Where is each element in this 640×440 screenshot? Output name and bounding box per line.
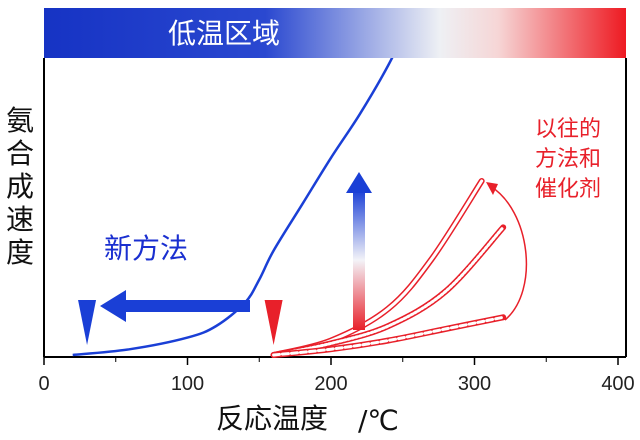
y-label-char: 氨 — [6, 104, 34, 137]
conventional-curve-dotted — [272, 225, 505, 357]
conventional-start-marker — [264, 300, 283, 345]
new-method-curve — [72, 58, 394, 357]
x-tick-label: 0 — [38, 373, 49, 395]
new-method-arrow — [100, 290, 250, 322]
x-axis-label: 反応温度 — [216, 402, 328, 435]
x-ticks: 0 100 200 300 400 — [38, 357, 635, 395]
x-tick-label: 200 — [314, 373, 347, 395]
y-label-char: 速 — [6, 203, 34, 236]
svg-text:催化剂: 催化剂 — [535, 177, 601, 202]
start-markers — [78, 300, 283, 345]
conventional-curve-dashed — [272, 315, 505, 357]
y-label-char: 合 — [6, 137, 34, 170]
conventional-label: 以往的 方法和 催化剂 — [535, 117, 601, 202]
y-label-char: 成 — [6, 170, 34, 203]
improvement-arrow — [346, 172, 372, 330]
conventional-curve-outline — [270, 224, 507, 358]
svg-text:以往的: 以往的 — [535, 117, 601, 142]
low-temp-banner — [44, 8, 626, 58]
curve-bracket-arrowhead — [486, 182, 498, 195]
y-label-char: 度 — [6, 236, 34, 269]
banner-label: 低温区域 — [168, 17, 280, 50]
series-layer — [72, 58, 507, 358]
x-axis-unit: /℃ — [358, 404, 399, 437]
x-tick-label: 100 — [171, 373, 204, 395]
new-method-label: 新方法 — [104, 232, 188, 265]
curve-bracket-arc — [489, 185, 528, 321]
new-method-start-marker — [78, 300, 97, 345]
svg-text:方法和: 方法和 — [535, 147, 601, 172]
x-tick-label: 400 — [601, 373, 634, 395]
x-tick-label: 300 — [458, 373, 491, 395]
